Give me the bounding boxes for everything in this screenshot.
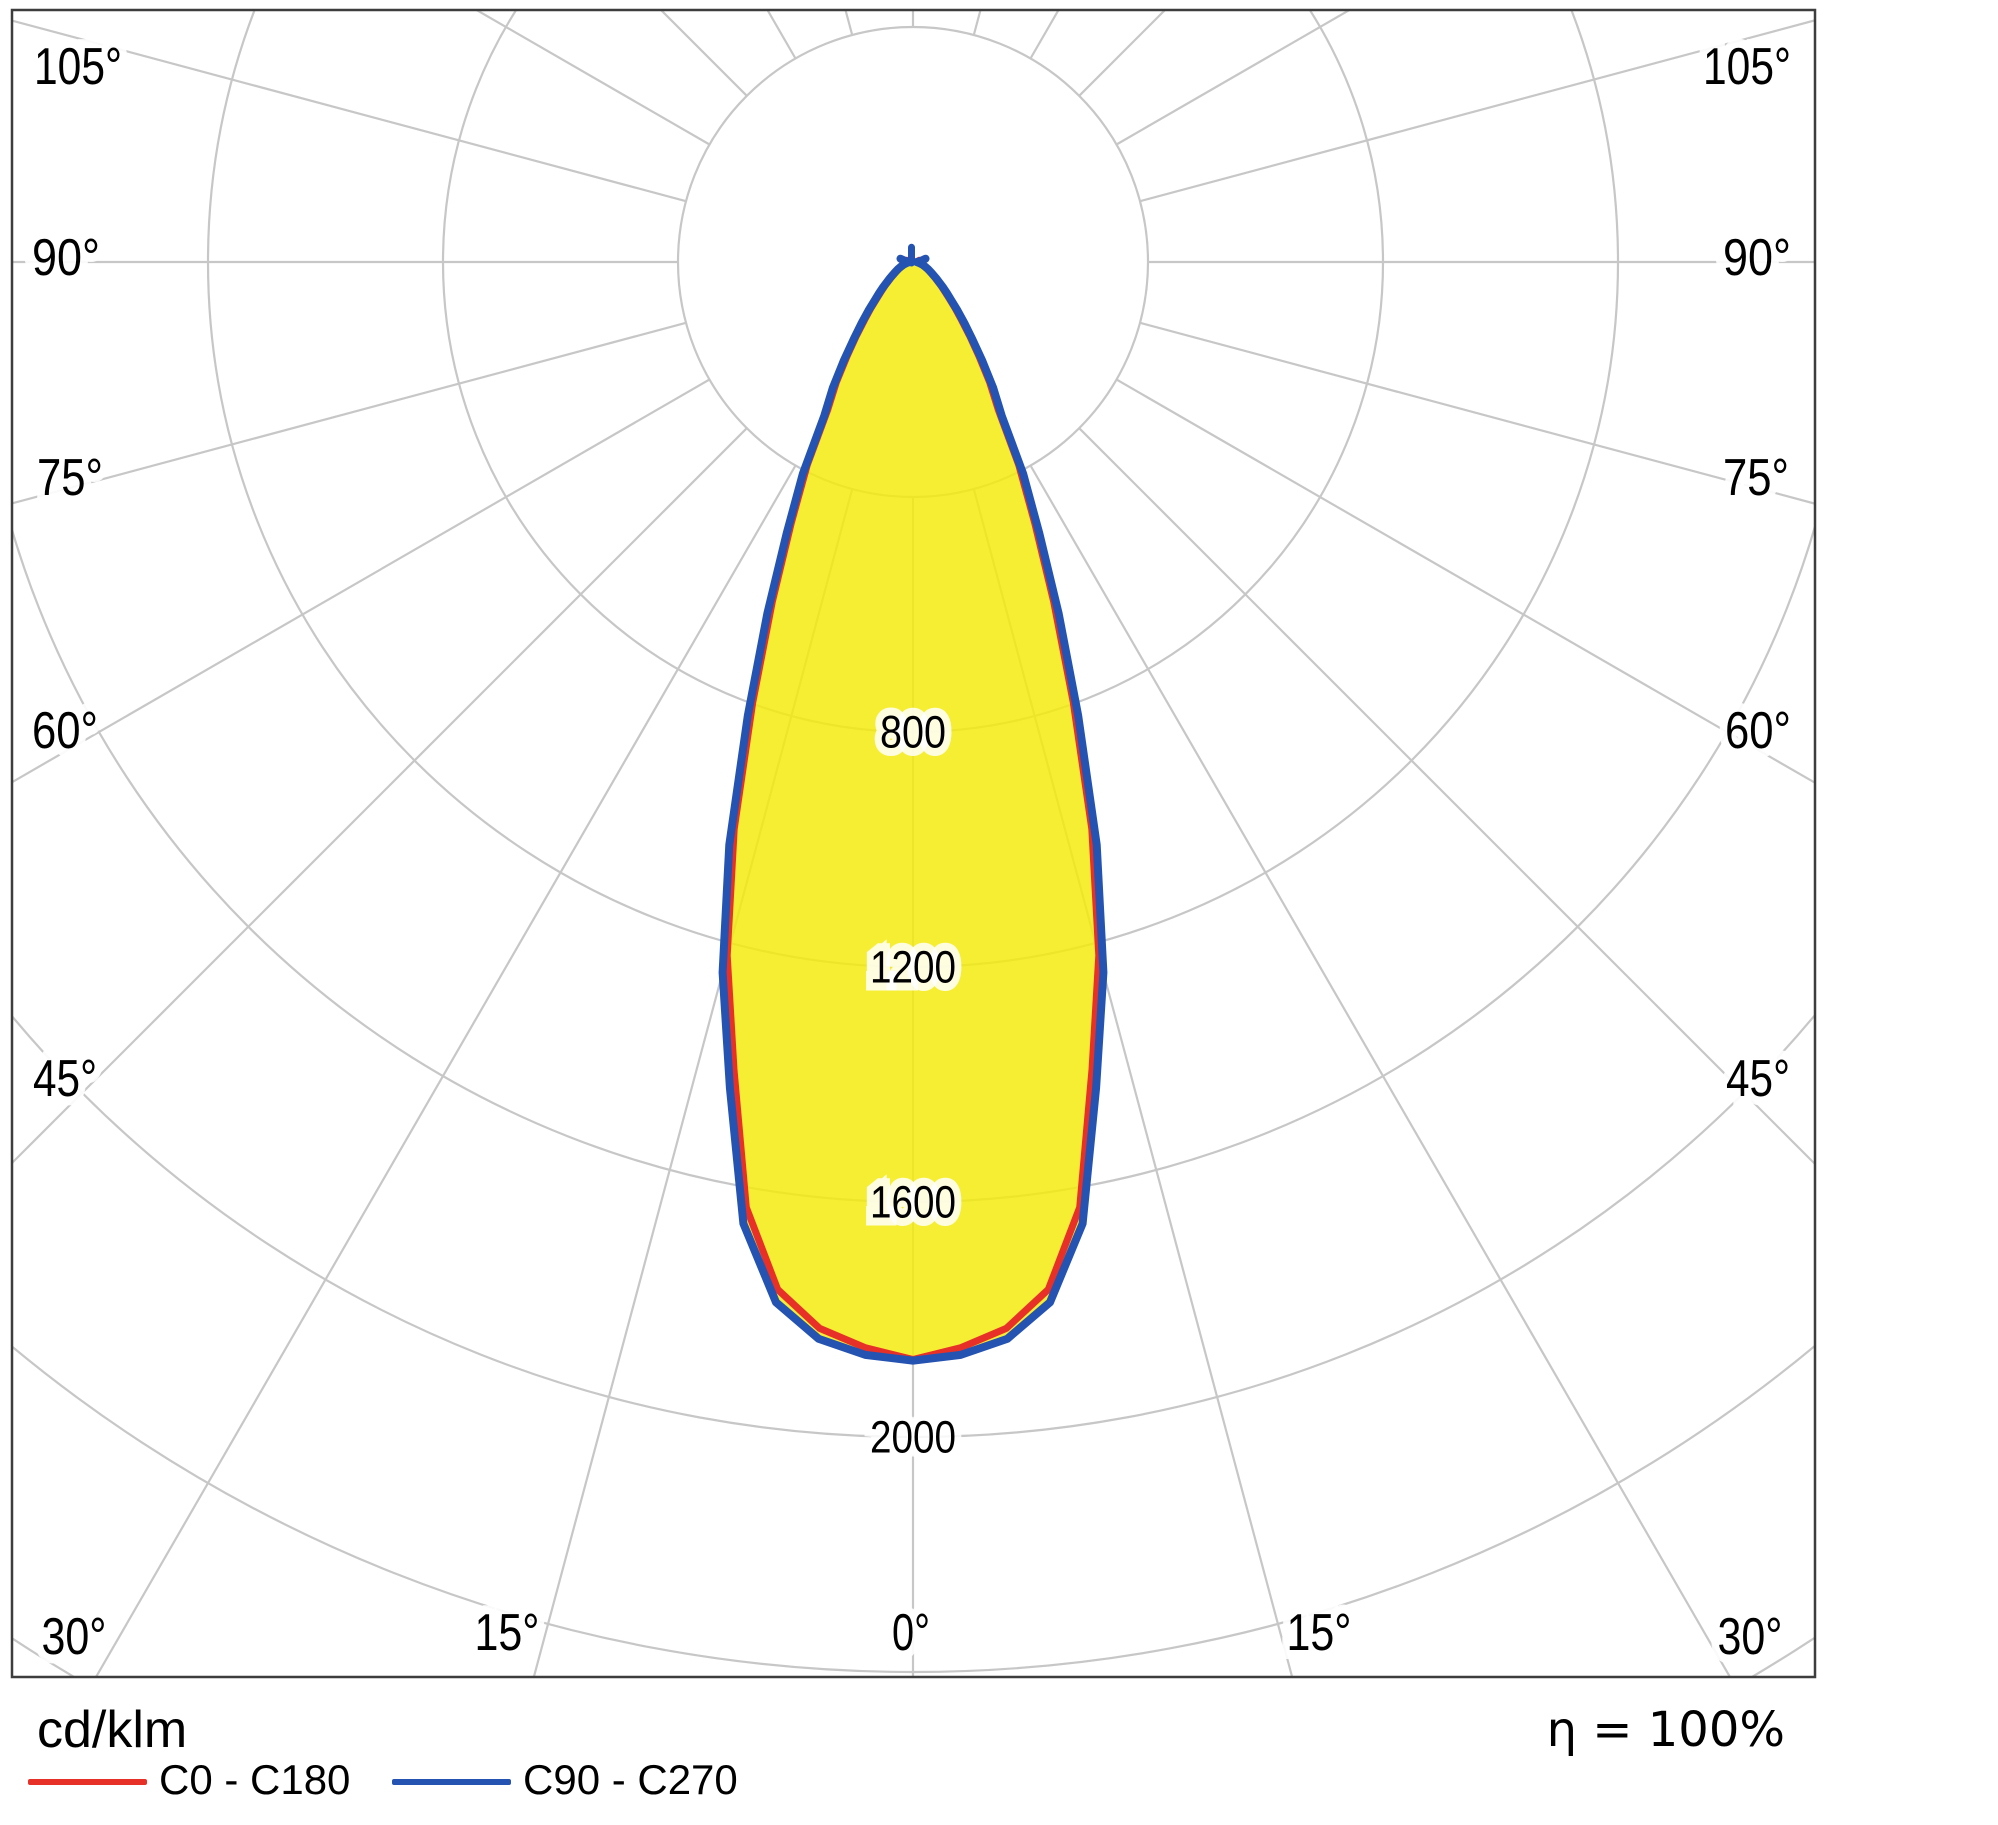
- angle-label: 0°: [892, 1604, 930, 1662]
- grid-ray: [12, 378, 711, 784]
- angle-label: 15°: [475, 1604, 540, 1662]
- angle-label: 30°: [42, 1608, 107, 1666]
- angle-label: 30°: [42, 1608, 107, 1666]
- legend-label-c0-c180: C0 - C180: [159, 1756, 351, 1803]
- legend-swatch-c0-c180: [28, 1779, 147, 1785]
- radial-label: 2000: [870, 1412, 956, 1463]
- angle-label: 75°: [1723, 449, 1789, 507]
- angle-label: 90°: [32, 229, 100, 287]
- angle-label: 105°: [34, 38, 122, 96]
- angle-label: 75°: [37, 449, 103, 507]
- beam-fill: [722, 258, 1104, 1361]
- grid-ray: [1029, 464, 1732, 1677]
- radial-label: 2000: [870, 1412, 956, 1463]
- chart-border: [10, 8, 1817, 1679]
- units-label: cd/klm: [37, 1701, 188, 1759]
- angle-label: 105°: [1703, 38, 1791, 96]
- radial-label: 800: [880, 707, 946, 758]
- angle-label: 60°: [1725, 702, 1791, 760]
- grid-ray: [12, 321, 687, 505]
- angle-label: 90°: [1723, 229, 1791, 287]
- angle-label: 30°: [1718, 1608, 1783, 1666]
- radial-label: 1200: [870, 942, 956, 993]
- radial-label: 800: [880, 707, 946, 758]
- grid-ray: [844, 10, 854, 36]
- angle-label: 15°: [1287, 1604, 1352, 1662]
- legend-label-c90-c270: C90 - C270: [523, 1756, 738, 1803]
- angle-label: 75°: [37, 449, 103, 507]
- radial-label: 1600: [870, 1177, 956, 1228]
- angle-label: 60°: [1725, 702, 1791, 760]
- angle-label: 90°: [1723, 229, 1791, 287]
- angle-label: 0°: [892, 1604, 930, 1662]
- grid-ray: [1139, 321, 1815, 505]
- angle-label: 30°: [1718, 1608, 1783, 1666]
- efficiency-label: η = 100%: [1546, 1702, 1785, 1758]
- grid-ray: [1078, 10, 1167, 97]
- grid-ray: [474, 10, 711, 146]
- radial-label: 1200: [870, 942, 956, 993]
- angle-label: 45°: [33, 1050, 97, 1108]
- angle-label: 105°: [34, 38, 122, 96]
- angle-label: 75°: [1723, 449, 1789, 507]
- angle-label: 45°: [33, 1050, 97, 1108]
- radial-label: 1600: [870, 1177, 956, 1228]
- angle-label: 15°: [1287, 1604, 1352, 1662]
- grid-ray: [1115, 378, 1815, 785]
- grid-ray: [1115, 10, 1352, 146]
- grid-ray: [972, 10, 982, 36]
- angle-label: 90°: [32, 229, 100, 287]
- angle-label: 15°: [475, 1604, 540, 1662]
- angle-label: 45°: [1726, 1050, 1790, 1108]
- angle-labels: 105° 105° 90° 90° 75° 75° 60° 60° 45° 45° 30° 30° 15…: [23, 29, 1800, 1675]
- grid-ray: [1078, 427, 1815, 1166]
- legend-swatch-c90-c270: [392, 1779, 511, 1785]
- grid-ray: [94, 464, 797, 1677]
- legend-item-c90-c270: C90 - C270: [392, 1756, 738, 1804]
- grid-ray: [12, 427, 748, 1165]
- angle-label: 60°: [32, 702, 98, 760]
- grid-ray: [1139, 19, 1815, 203]
- angle-label: 105°: [1703, 38, 1791, 96]
- curve-c90-c270: [718, 254, 1108, 1365]
- angle-label: 60°: [32, 702, 98, 760]
- legend-item-c0-c180: C0 - C180: [28, 1756, 350, 1804]
- angle-label: 45°: [1726, 1050, 1790, 1108]
- grid-ray: [12, 19, 687, 203]
